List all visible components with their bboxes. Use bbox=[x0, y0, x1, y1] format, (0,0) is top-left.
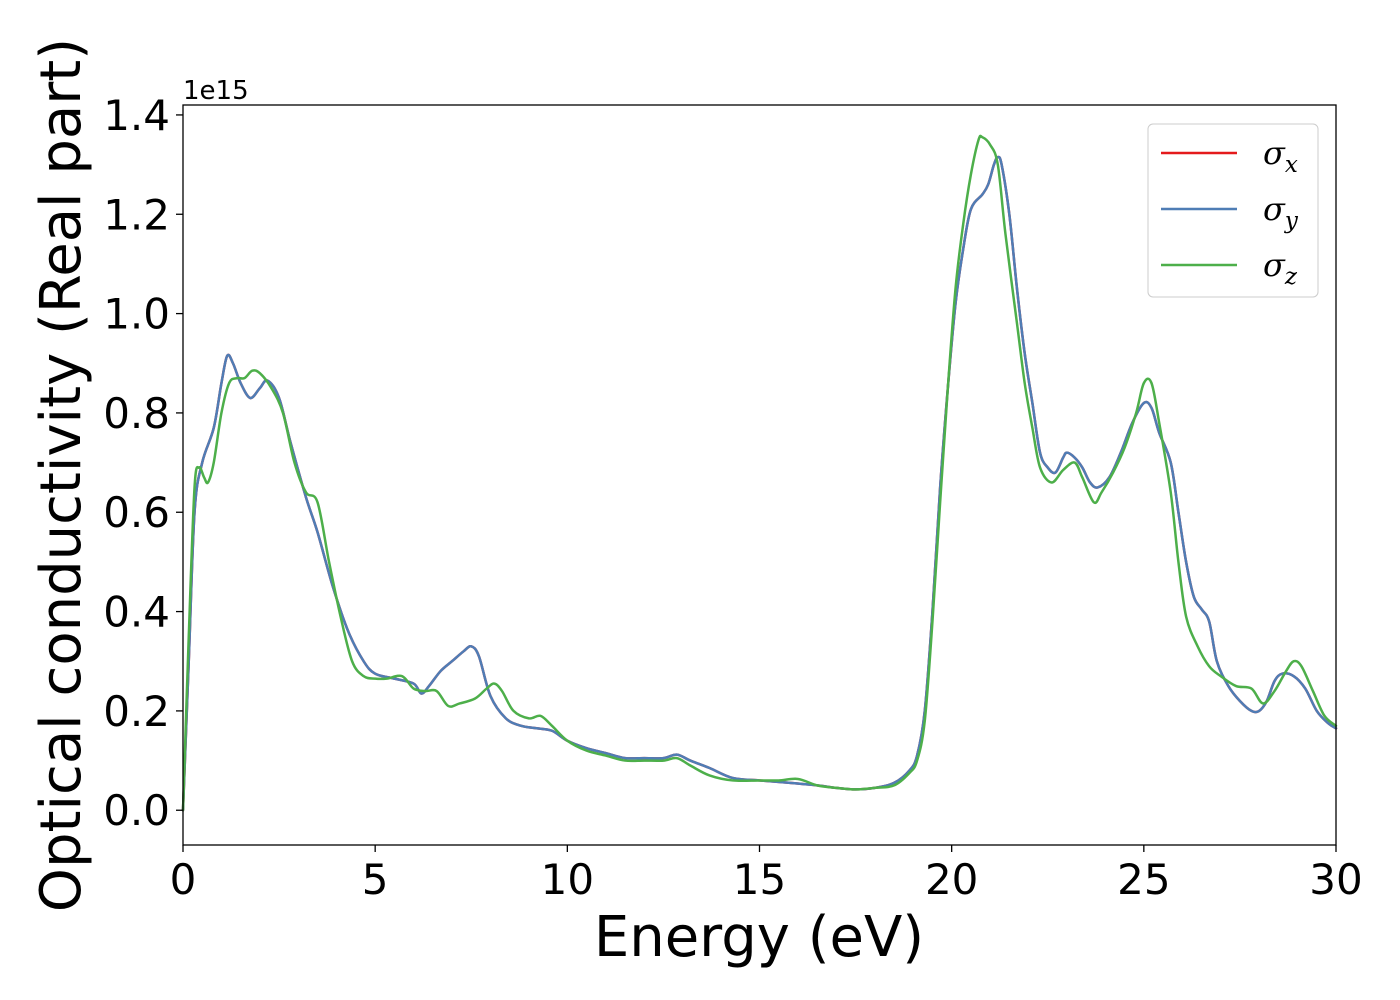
legend: σx σy σz bbox=[1147, 123, 1319, 298]
y-offset-label: 1e15 bbox=[183, 76, 249, 106]
x-tick-label: 20 bbox=[925, 855, 978, 904]
x-tick-label: 10 bbox=[541, 855, 594, 904]
y-axis-ticks: 0.0 0.2 0.4 0.6 0.8 1.0 1.2 1.4 bbox=[103, 91, 183, 835]
x-tick-label: 15 bbox=[733, 855, 786, 904]
y-tick-label: 0.6 bbox=[103, 488, 170, 537]
plot-area bbox=[181, 104, 1338, 846]
y-tick-label: 0.0 bbox=[103, 786, 170, 835]
legend-label-x: σx bbox=[1263, 134, 1298, 178]
y-axis-title: Optical conductivity (Real part) bbox=[29, 38, 94, 912]
x-axis-ticks: 0 5 10 15 20 25 30 bbox=[170, 845, 1363, 904]
x-axis-title: Energy (eV) bbox=[594, 905, 924, 970]
legend-label-y: σy bbox=[1263, 190, 1299, 234]
y-tick-label: 0.8 bbox=[103, 389, 170, 438]
x-tick-label: 0 bbox=[170, 855, 197, 904]
y-tick-label: 0.4 bbox=[103, 588, 170, 637]
y-tick-label: 0.2 bbox=[103, 687, 170, 736]
x-tick-label: 5 bbox=[362, 855, 389, 904]
x-tick-label: 25 bbox=[1117, 855, 1170, 904]
legend-box bbox=[1147, 123, 1319, 298]
series-lines bbox=[181, 134, 1338, 812]
y-tick-label: 1.4 bbox=[103, 91, 170, 140]
y-tick-label: 1.2 bbox=[103, 190, 170, 239]
legend-label-z: σz bbox=[1263, 246, 1298, 290]
x-tick-label: 30 bbox=[1309, 855, 1362, 904]
y-tick-label: 1.0 bbox=[103, 290, 170, 339]
series-line-z bbox=[181, 134, 1338, 812]
